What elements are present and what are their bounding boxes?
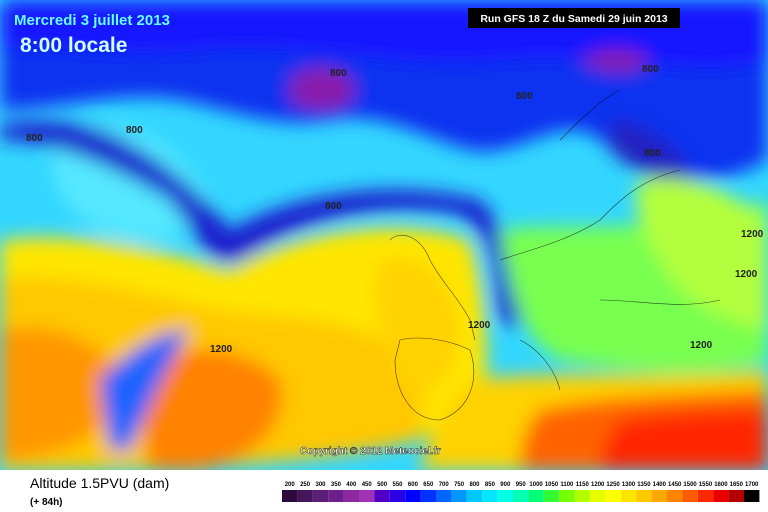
contour-label: 1200 <box>210 344 233 355</box>
scale-swatch <box>343 490 359 502</box>
scale-swatch <box>574 490 590 502</box>
scale-swatch <box>374 490 390 502</box>
scale-label: 950 <box>516 482 527 488</box>
scale-swatch <box>667 490 683 502</box>
forecast-date: Mercredi 3 juillet 2013 <box>14 12 170 29</box>
scale-label: 1650 <box>730 482 744 488</box>
scale-label: 650 <box>423 482 434 488</box>
scale-swatch <box>728 490 744 502</box>
scale-swatch <box>682 490 698 502</box>
scale-label: 1700 <box>745 482 759 488</box>
scale-swatch <box>513 490 529 502</box>
scale-swatch <box>282 490 298 502</box>
scale-swatch <box>359 490 375 502</box>
scale-label: 350 <box>331 482 342 488</box>
scale-swatch <box>713 490 729 502</box>
scale-label: 200 <box>285 482 296 488</box>
contour-label: 800 <box>126 125 143 136</box>
contour-label: 1200 <box>690 340 713 351</box>
scale-swatch <box>312 490 329 502</box>
footer-title: Altitude 1.5PVU (dam) <box>30 475 169 491</box>
scale-label: 500 <box>377 482 388 488</box>
scale-label: 250 <box>300 482 311 488</box>
contour-label: 1200 <box>741 229 764 240</box>
scale-swatch <box>636 490 652 502</box>
scale-label: 1300 <box>622 482 636 488</box>
scale-swatch <box>436 490 452 502</box>
scale-label: 1400 <box>653 482 667 488</box>
scale-swatch <box>651 490 667 502</box>
contour-label: 1200 <box>468 320 491 331</box>
contour-label: 800 <box>330 68 347 79</box>
contour-label: 800 <box>642 64 659 75</box>
scale-swatch <box>620 490 637 502</box>
scale-label: 1150 <box>576 482 590 488</box>
run-info: Run GFS 18 Z du Samedi 29 juin 2013 <box>480 13 667 25</box>
scale-swatch <box>528 490 544 502</box>
lead-time: (+ 84h) <box>30 497 63 508</box>
scale-swatch <box>297 490 313 502</box>
scale-label: 1100 <box>560 482 574 488</box>
scale-swatch <box>405 490 421 502</box>
scale-label: 900 <box>500 482 511 488</box>
scale-label: 1450 <box>668 482 682 488</box>
copyright: Copyright © 2012 Meteociel.fr <box>300 446 441 457</box>
scale-label: 850 <box>485 482 496 488</box>
scale-swatch <box>697 490 714 502</box>
scale-label: 700 <box>439 482 450 488</box>
scale-label: 1350 <box>637 482 651 488</box>
scale-label: 550 <box>392 482 403 488</box>
scale-swatch <box>328 490 344 502</box>
scale-label: 1550 <box>699 482 713 488</box>
contour-label: 1200 <box>735 269 758 280</box>
scale-swatch <box>389 490 406 502</box>
forecast-time: 8:00 locale <box>20 34 127 57</box>
scale-label: 800 <box>469 482 480 488</box>
scale-swatch <box>482 490 498 502</box>
color-scale: 200 250 300 350 400 450 500 550 600 650 700 750 800 8… <box>282 482 760 502</box>
scale-label: 1200 <box>591 482 605 488</box>
scale-label: 1600 <box>714 482 728 488</box>
contour-label: 800 <box>325 201 342 212</box>
scale-swatch <box>744 490 760 502</box>
scale-label: 400 <box>346 482 357 488</box>
scale-label: 300 <box>315 482 326 488</box>
scale-label: 1250 <box>606 482 620 488</box>
contour-label: 800 <box>516 91 533 102</box>
run-box <box>468 8 680 28</box>
scale-swatch <box>605 490 621 502</box>
scale-swatch <box>559 490 575 502</box>
scale-label: 750 <box>454 482 465 488</box>
contour-label: 800 <box>644 148 661 159</box>
scale-swatch <box>451 490 467 502</box>
scale-swatch <box>497 490 513 502</box>
scale-label: 600 <box>408 482 419 488</box>
scale-swatch <box>466 490 483 502</box>
scale-label: 1500 <box>683 482 697 488</box>
scale-label: 1000 <box>529 482 543 488</box>
scale-swatch <box>590 490 606 502</box>
scale-label: 450 <box>362 482 373 488</box>
scale-swatch <box>420 490 436 502</box>
scale-swatch <box>543 490 560 502</box>
map-field <box>0 0 768 470</box>
scale-label: 1050 <box>545 482 559 488</box>
contour-label: 800 <box>26 133 43 144</box>
